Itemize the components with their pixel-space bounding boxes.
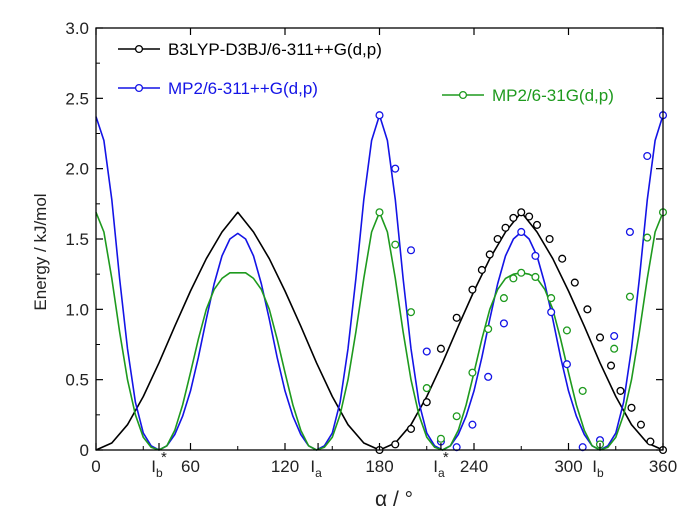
- data-point: [517, 227, 526, 237]
- data-point: [643, 233, 652, 242]
- x-annotation-star: *: [161, 449, 167, 466]
- data-point: [517, 268, 526, 277]
- data-point: [583, 305, 592, 314]
- data-point: [570, 278, 579, 287]
- y-tick-label: 3.0: [65, 19, 89, 38]
- data-point: [610, 332, 619, 341]
- data-point: [616, 386, 625, 395]
- x-annotation-label: Ia: [310, 457, 322, 480]
- legend-label: MP2/6-311++G(d,p): [168, 79, 318, 98]
- data-point: [545, 234, 554, 244]
- data-point: [406, 424, 416, 433]
- x-tick-label: 360: [649, 457, 677, 476]
- data-point: [646, 437, 655, 446]
- data-point: [558, 254, 567, 263]
- series-line-2: [95, 211, 664, 451]
- data-point: [636, 420, 645, 429]
- y-tick-label: 0.5: [65, 371, 89, 390]
- y-tick-label: 2.5: [65, 89, 89, 108]
- data-point: [391, 240, 400, 249]
- data-point: [477, 265, 486, 274]
- data-point: [452, 412, 461, 421]
- legend: B3LYP-D3BJ/6-311++G(d,p) MP2/6-311++G(d,p…: [118, 40, 614, 105]
- data-point: [422, 398, 431, 407]
- data-point: [531, 251, 540, 260]
- data-point: [499, 294, 508, 303]
- data-point: [643, 151, 652, 161]
- data-point: [493, 234, 502, 244]
- data-point: [547, 294, 556, 303]
- data-point: [406, 246, 416, 255]
- legend-swatch-marker: [134, 83, 144, 93]
- data-point: [547, 308, 556, 317]
- y-axis-title: Energy / kJ/mol: [31, 193, 50, 310]
- legend-label: MP2/6-31G(d,p): [492, 86, 614, 105]
- data-point: [562, 326, 571, 335]
- data-point: [422, 347, 431, 356]
- data-point: [484, 324, 493, 334]
- data-point: [509, 274, 518, 283]
- data-point: [606, 361, 616, 370]
- axes: 00.51.01.52.02.53.00 60 120 180 240 300 360Ib*…: [65, 19, 677, 480]
- data-point: [436, 344, 445, 353]
- data-point: [468, 368, 477, 377]
- legend-swatch-marker: [458, 90, 468, 100]
- data-point: [499, 319, 508, 328]
- data-point: [501, 223, 510, 232]
- x-annotation-label: Ib: [592, 457, 604, 480]
- data-point: [610, 344, 619, 353]
- y-tick-label: 0: [80, 441, 89, 460]
- data-point: [595, 333, 605, 342]
- data-point: [436, 434, 445, 443]
- data-point: [578, 386, 587, 395]
- data-point: [625, 227, 634, 237]
- x-tick-label: 0: [91, 457, 100, 476]
- y-tick-label: 2.0: [65, 160, 89, 179]
- data-point: [627, 403, 636, 412]
- data-point: [391, 164, 400, 173]
- y-tick-label: 1.0: [65, 300, 89, 319]
- x-annotation-label: Ib: [151, 457, 163, 480]
- data-point: [485, 250, 494, 259]
- data-point: [532, 220, 542, 229]
- data-point: [375, 111, 384, 120]
- data-point: [625, 292, 634, 301]
- data-point: [525, 212, 534, 221]
- legend-label: B3LYP-D3BJ/6-311++G(d,p): [168, 40, 382, 59]
- x-tick-label: 300: [554, 457, 582, 476]
- data-point: [468, 420, 477, 429]
- data-point: [509, 213, 518, 222]
- y-tick-label: 1.5: [65, 230, 89, 249]
- data-point: [562, 360, 571, 369]
- series-line-0: [95, 211, 664, 451]
- x-annotation-star: *: [443, 449, 449, 466]
- x-tick-label: 120: [271, 457, 299, 476]
- x-annotation-label: Ia: [433, 457, 445, 480]
- x-axis-title: α / °: [375, 488, 413, 511]
- data-point: [468, 285, 477, 294]
- data-point: [391, 440, 400, 449]
- x-tick-label: 240: [460, 457, 488, 476]
- data-point: [375, 208, 384, 217]
- data-point: [452, 313, 461, 322]
- data-point: [517, 208, 526, 217]
- x-tick-label: 180: [365, 457, 393, 476]
- legend-swatch-marker: [134, 44, 144, 54]
- data-point: [484, 372, 493, 381]
- data-point: [422, 384, 431, 393]
- data-point: [406, 308, 416, 317]
- x-tick-label: 60: [181, 457, 200, 476]
- data-point: [531, 272, 540, 282]
